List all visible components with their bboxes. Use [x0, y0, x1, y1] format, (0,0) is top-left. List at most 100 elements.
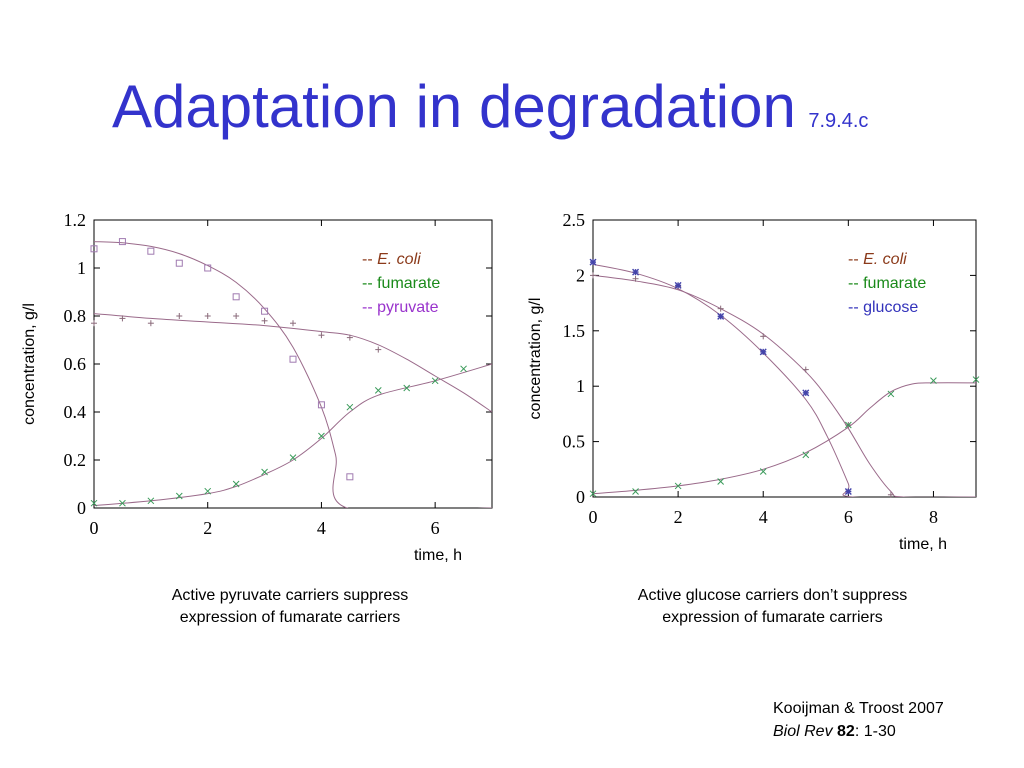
y-tick-label: 1.2	[64, 210, 87, 230]
fumarate-data-point	[431, 377, 439, 385]
y-tick-label: 0.4	[64, 402, 87, 422]
title-main: Adaptation in degradation	[112, 73, 796, 140]
legend-entry-e-coli: -- E. coli	[362, 251, 421, 268]
e-coli-data-point	[887, 491, 894, 498]
fumarate-data-point	[204, 487, 212, 495]
x-tick-label: 0	[90, 518, 99, 538]
fumarate-data-point	[261, 468, 268, 476]
legend-entry-e-coli: -- E. coli	[848, 251, 907, 268]
x-tick-label: 8	[929, 507, 938, 527]
caption-left-line2: expression of fumarate carriers	[179, 609, 401, 626]
glucose-data-point	[674, 281, 682, 289]
fumarate-data-point	[232, 480, 240, 488]
caption-right: Active glucose carriers don’t suppress e…	[580, 585, 965, 629]
e-coli-data-point	[261, 317, 268, 324]
reference-pages: : 1-30	[854, 723, 896, 740]
pyruvate-data-point	[261, 307, 269, 315]
e-coli-data-point	[147, 320, 154, 327]
e-coli-fit-line	[94, 313, 492, 413]
chart-left: 0 0.2 0.4 0.6 0.8 1 1.2 0 2 4 6 concentration, g/l t…	[21, 210, 493, 564]
reference-journal: Biol Rev	[773, 723, 833, 740]
e-coli-data-point	[290, 320, 296, 327]
e-coli-data-point	[233, 313, 240, 319]
e-coli-data-point	[632, 275, 639, 282]
fumarate-fit-line	[94, 363, 492, 507]
caption-right-line1: Active glucose carriers don’t suppress	[637, 587, 908, 604]
e-coli-data-point	[760, 333, 767, 340]
y-tick-label: 0.8	[64, 306, 87, 326]
glucose-data-point	[844, 487, 852, 495]
legend-entry-fumarate: -- fumarate	[848, 275, 926, 292]
fumarate-data-point	[403, 384, 411, 392]
fumarate-data-point	[90, 499, 98, 507]
legend-entry-fumarate: -- fumarate	[362, 275, 440, 292]
slide-title: Adaptation in degradation 7.9.4.c	[112, 72, 868, 141]
y-tick-label: 0.6	[64, 354, 87, 374]
fumarate-data-point	[119, 499, 126, 507]
x-tick-label: 2	[203, 518, 212, 538]
fumarate-data-point	[289, 454, 297, 461]
y-tick-label: 1	[77, 258, 86, 278]
x-tick-label: 2	[674, 507, 683, 527]
pyruvate-data-point	[147, 247, 155, 255]
fumarate-data-point	[632, 488, 639, 495]
chart-right: 0 0.5 1 1.5 2 2.5 0 2 4 6 8 concentration, g/l time,…	[527, 210, 980, 553]
y-tick-label: 0.2	[64, 450, 87, 470]
fumarate-data-point	[717, 478, 725, 485]
y-tick-label: 0.5	[563, 432, 586, 452]
y-tick-label: 1	[576, 376, 585, 396]
x-axis-label: time, h	[414, 547, 462, 564]
caption-left-line1: Active pyruvate carriers suppress	[171, 587, 409, 604]
glucose-fit-line	[593, 263, 976, 497]
title-code: 7.9.4.c	[808, 110, 869, 132]
fumarate-data-point	[887, 390, 895, 398]
pyruvate-data-point	[232, 293, 240, 301]
x-tick-label: 4	[317, 518, 326, 538]
y-tick-label: 0	[77, 498, 86, 518]
x-tick-label: 4	[759, 507, 768, 527]
y-axis-label: concentration, g/l	[21, 303, 38, 425]
fumarate-data-point	[175, 492, 183, 500]
y-tick-label: 2.5	[563, 210, 586, 230]
plot-frame	[592, 219, 977, 498]
fumarate-data-point	[802, 451, 810, 459]
pyruvate-data-point	[175, 259, 183, 267]
e-coli-data-point	[204, 313, 211, 319]
y-axis-label: concentration, g/l	[527, 298, 544, 420]
fumarate-data-point	[589, 490, 597, 498]
fumarate-data-point	[374, 387, 382, 394]
plot-frame	[93, 219, 493, 509]
legend-entry-pyruvate: -- pyruvate	[362, 299, 439, 316]
fumarate-data-point	[147, 497, 155, 505]
x-axis-label: time, h	[899, 536, 947, 553]
fumarate-data-point	[844, 421, 852, 429]
reference-authors: Kooijman & Troost 2007	[773, 700, 944, 717]
glucose-data-point	[589, 258, 597, 266]
e-coli-data-point	[375, 346, 382, 353]
fumarate-data-point	[930, 377, 937, 385]
reference-volume: 82	[837, 723, 855, 740]
fumarate-fit-line	[593, 382, 976, 495]
e-coli-data-point	[802, 366, 809, 373]
fumarate-data-point	[346, 403, 354, 411]
reference: Kooijman & Troost 2007 Biol Rev 82: 1-30	[773, 697, 944, 743]
caption-right-line2: expression of fumarate carriers	[662, 609, 883, 626]
fumarate-data-point	[759, 468, 767, 475]
fumarate-data-point	[674, 482, 682, 490]
e-coli-data-point	[119, 315, 126, 322]
e-coli-data-point	[91, 320, 97, 327]
e-coli-data-point	[318, 332, 325, 339]
reference-citation: Biol Rev 82: 1-30	[773, 720, 944, 743]
y-tick-label: 1.5	[563, 321, 586, 341]
pyruvate-data-point	[118, 238, 126, 246]
x-tick-label: 6	[844, 507, 853, 527]
pyruvate-data-point	[90, 245, 98, 253]
fumarate-data-point	[460, 365, 467, 373]
glucose-data-point	[632, 268, 640, 276]
pyruvate-data-point	[289, 355, 297, 363]
x-tick-label: 6	[431, 518, 440, 538]
glucose-data-point	[802, 389, 810, 397]
e-coli-data-point	[590, 272, 596, 279]
caption-left: Active pyruvate carriers suppress expres…	[110, 585, 470, 629]
legend-entry-glucose: -- glucose	[848, 299, 918, 316]
